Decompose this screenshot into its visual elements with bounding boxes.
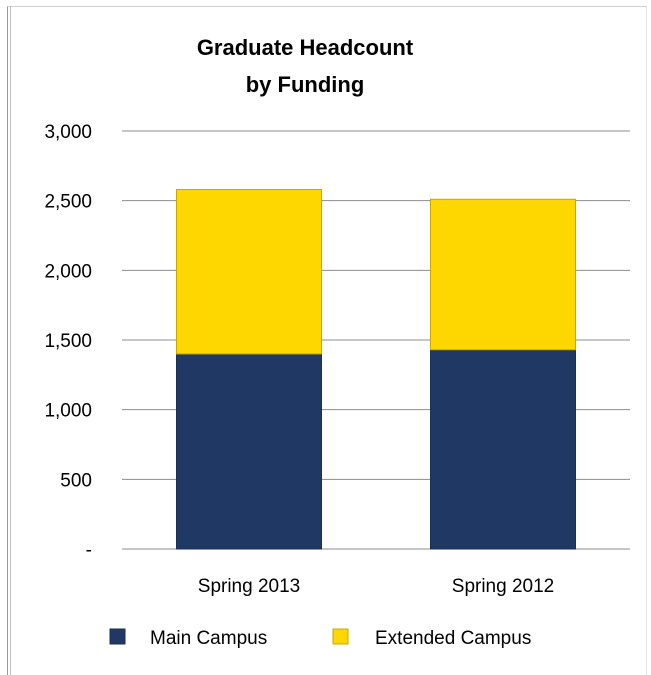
chart-subtitle: by Funding xyxy=(246,72,365,97)
y-tick-label: 3,000 xyxy=(44,122,92,143)
chart-frame xyxy=(7,6,647,675)
chart-title: Graduate Headcount xyxy=(197,35,414,60)
chart-title-group: Graduate Headcount by Funding xyxy=(197,35,414,97)
legend-swatch-extended-campus xyxy=(332,628,349,645)
x-axis-tick-labels: Spring 2013 Spring 2012 xyxy=(198,576,554,597)
y-tick-label: 2,500 xyxy=(44,192,92,213)
bar-extended-campus-spring-2012 xyxy=(430,198,576,351)
x-tick-label: Spring 2012 xyxy=(452,576,554,597)
y-axis-tick-labels: - 500 1,000 1,500 2,000 2,500 3,000 xyxy=(44,122,92,561)
y-tick-label: 500 xyxy=(60,470,92,491)
y-tick-label: 1,000 xyxy=(44,401,92,422)
y-tick-label: 1,500 xyxy=(44,331,92,352)
bar-extended-campus-spring-2013 xyxy=(176,189,322,355)
legend-label-main-campus: Main Campus xyxy=(150,628,267,649)
bar-main-campus-spring-2012 xyxy=(430,349,576,550)
x-tick-label: Spring 2013 xyxy=(198,576,300,597)
bar-main-campus-spring-2013 xyxy=(176,353,322,550)
legend-swatch-main-campus xyxy=(109,628,126,645)
bars xyxy=(176,189,576,550)
chart-frame-inner-line xyxy=(10,6,11,675)
legend: Main Campus Extended Campus xyxy=(109,628,531,649)
legend-label-extended-campus: Extended Campus xyxy=(375,628,531,649)
y-tick-label: - xyxy=(86,540,92,561)
y-tick-label: 2,000 xyxy=(44,261,92,282)
